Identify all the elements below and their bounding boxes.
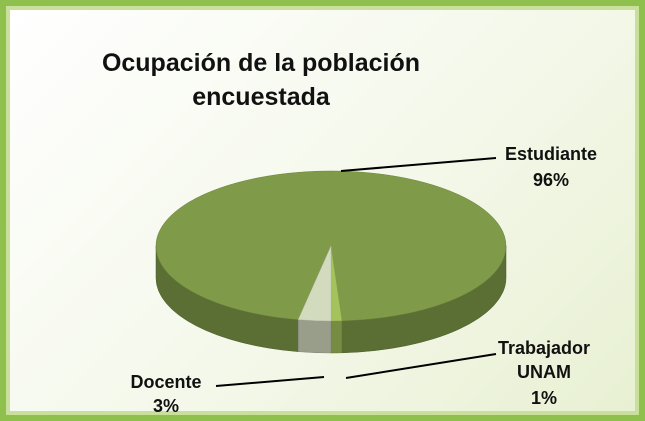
leader-line <box>345 353 497 379</box>
leader-line <box>215 376 325 387</box>
slice-side <box>330 320 343 354</box>
value-label: 3% <box>152 396 179 416</box>
pie-canvas <box>155 157 507 387</box>
value-label: 96% <box>532 170 570 190</box>
slice-side <box>297 319 332 354</box>
category-label: Docente <box>130 372 202 392</box>
leader-line <box>340 157 497 172</box>
value-label: 1% <box>530 388 557 408</box>
category-label: Estudiante <box>504 144 597 164</box>
category-label: Trabajador UNAM <box>497 338 591 382</box>
chart-title: Ocupación de la población encuestada <box>101 49 421 111</box>
slice-top <box>297 245 332 322</box>
